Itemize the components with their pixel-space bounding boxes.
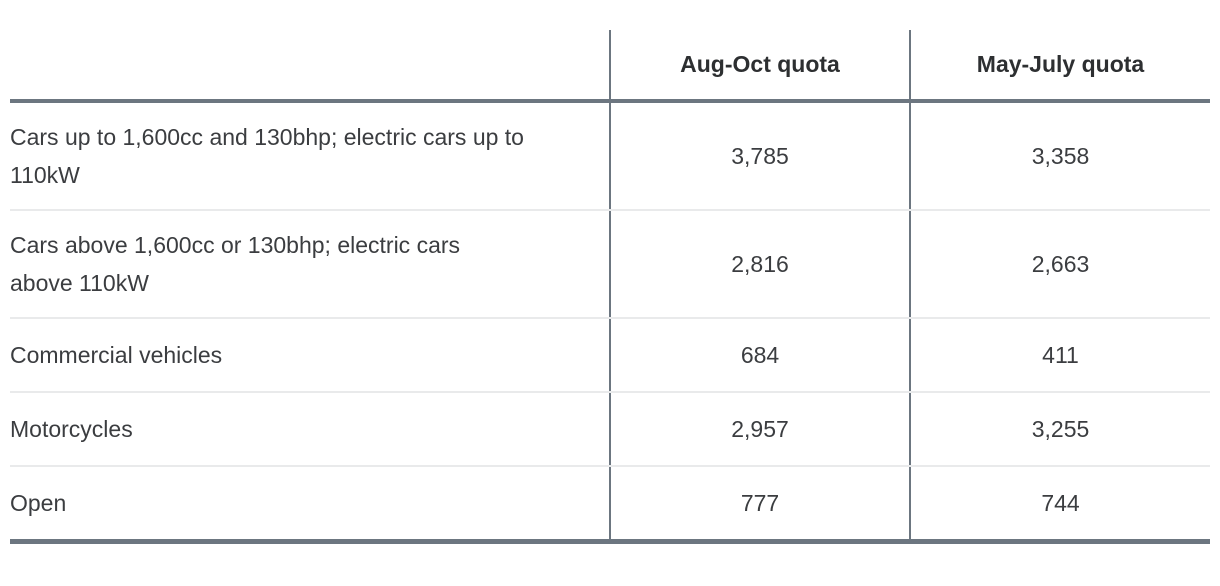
row-label: Cars above 1,600cc or 130bhp; electric c… bbox=[10, 210, 610, 319]
header-aug-oct-quota: Aug-Oct quota bbox=[609, 30, 910, 103]
aug-oct-value: 777 bbox=[609, 466, 910, 544]
may-july-value: 3,255 bbox=[909, 392, 1210, 467]
header-corner-cell bbox=[10, 30, 610, 103]
row-label: Commercial vehicles bbox=[10, 318, 610, 393]
aug-oct-value: 3,785 bbox=[609, 101, 910, 211]
aug-oct-value: 2,957 bbox=[609, 392, 910, 467]
may-july-value: 3,358 bbox=[909, 101, 1210, 211]
table-row-open: Open 777 744 bbox=[10, 466, 1210, 544]
row-label: Motorcycles bbox=[10, 392, 610, 467]
vehicle-quota-table: Aug-Oct quota May-July quota Cars up to … bbox=[10, 30, 1210, 544]
table-row-motorcycles: Motorcycles 2,957 3,255 bbox=[10, 392, 1210, 467]
aug-oct-value: 2,816 bbox=[609, 210, 910, 319]
may-july-value: 2,663 bbox=[909, 210, 1210, 319]
aug-oct-value: 684 bbox=[609, 318, 910, 393]
may-july-value: 744 bbox=[909, 466, 1210, 544]
row-label: Open bbox=[10, 466, 610, 544]
table-row-commercial-vehicles: Commercial vehicles 684 411 bbox=[10, 318, 1210, 393]
header-may-july-quota: May-July quota bbox=[909, 30, 1210, 103]
header-row: Aug-Oct quota May-July quota bbox=[10, 30, 1210, 103]
table-row-cars-up-to: Cars up to 1,600cc and 130bhp; electric … bbox=[10, 101, 1210, 211]
table-row-cars-above: Cars above 1,600cc or 130bhp; electric c… bbox=[10, 210, 1210, 319]
may-july-value: 411 bbox=[909, 318, 1210, 393]
row-label: Cars up to 1,600cc and 130bhp; electric … bbox=[10, 101, 610, 211]
